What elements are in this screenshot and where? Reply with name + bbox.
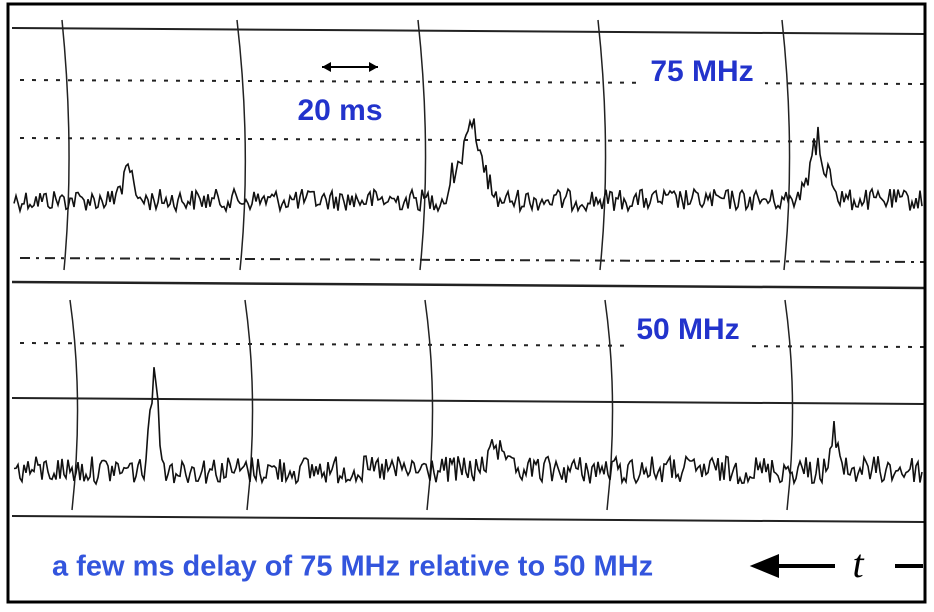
- label-bg: [640, 52, 765, 92]
- scale-label: 20 ms: [297, 94, 382, 127]
- label-bg: [285, 92, 395, 132]
- time-label: t: [852, 541, 864, 586]
- time-arrow: [749, 554, 923, 578]
- band-label: 50 MHz: [636, 313, 739, 346]
- frame: [6, 2, 927, 604]
- caption: a few ms delay of 75 MHz relative to 50 …: [52, 551, 653, 583]
- trace-75mhz: [13, 118, 923, 214]
- chart-paper: [11, 19, 925, 523]
- band-label: 75 MHz: [650, 55, 753, 88]
- trace-50mhz: [13, 367, 923, 486]
- label-bg: [625, 310, 750, 350]
